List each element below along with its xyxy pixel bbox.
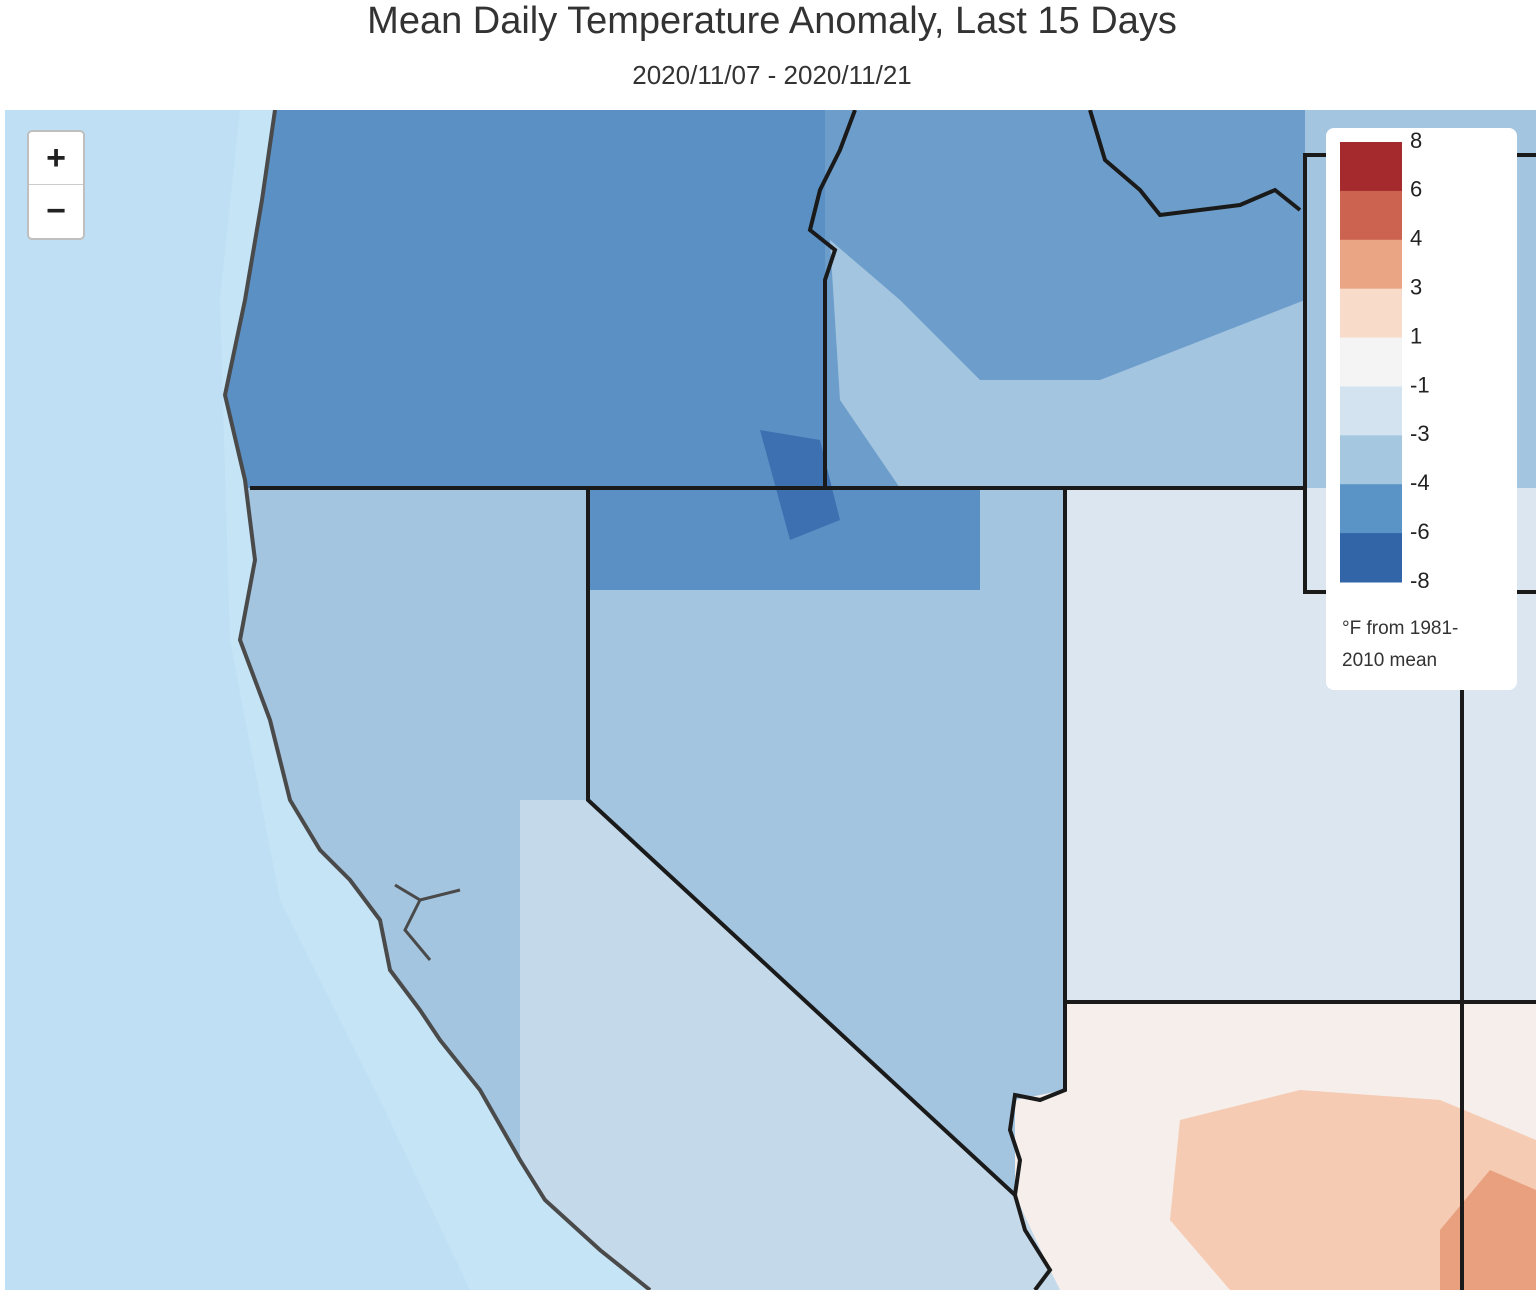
- legend-label: 8: [1410, 128, 1422, 153]
- legend-label: -1: [1410, 372, 1430, 397]
- legend-swatch: [1340, 239, 1402, 290]
- legend-label: -3: [1410, 421, 1430, 446]
- legend-swatch: [1340, 533, 1402, 583]
- legend-swatch: [1340, 288, 1402, 339]
- map-subtitle: 2020/11/07 - 2020/11/21: [632, 60, 912, 90]
- region-coldest: [760, 430, 840, 540]
- legend: 8 6 4 3 1 -1 -3 -4 -6 -8 °F from 1981-2010 mean: [1326, 128, 1517, 690]
- legend-swatch: [1340, 142, 1402, 192]
- legend-label: 1: [1410, 323, 1422, 348]
- ocean-shelf: [5, 110, 470, 1290]
- legend-caption: °F from 1981-2010 mean: [1342, 618, 1459, 671]
- legend-label: 4: [1410, 226, 1422, 251]
- zoom-control: + −: [27, 130, 85, 240]
- legend-swatch: [1340, 484, 1402, 534]
- coastline: [222, 110, 652, 1290]
- region-cold: [588, 488, 980, 590]
- legend-swatch: [1340, 190, 1402, 241]
- legend-label: 6: [1410, 177, 1422, 202]
- border: [1088, 110, 1302, 218]
- legend-swatch: [1340, 386, 1402, 436]
- legend-swatch: [1340, 337, 1402, 387]
- border: [1007, 488, 1067, 1290]
- legend-label: -4: [1410, 470, 1430, 495]
- border: [586, 488, 1017, 1197]
- zoom-in-button[interactable]: +: [29, 132, 83, 185]
- legend-swatch: [1340, 435, 1402, 485]
- map-title: Mean Daily Temperature Anomaly, Last 15 …: [367, 0, 1177, 42]
- legend-label: 3: [1410, 274, 1422, 299]
- legend-scale: 8 6 4 3 1 -1 -3 -4 -6 -8: [1340, 128, 1430, 593]
- border: [1065, 690, 1536, 1290]
- map: [5, 110, 1536, 1290]
- region-mild: [520, 800, 1060, 1290]
- legend-label: -6: [1410, 519, 1430, 544]
- border: [807, 110, 857, 488]
- zoom-out-button[interactable]: −: [46, 192, 66, 230]
- region-cool: [830, 240, 1305, 488]
- bay: [394, 883, 461, 961]
- region-cold: [225, 110, 825, 488]
- legend-label: -8: [1410, 568, 1430, 593]
